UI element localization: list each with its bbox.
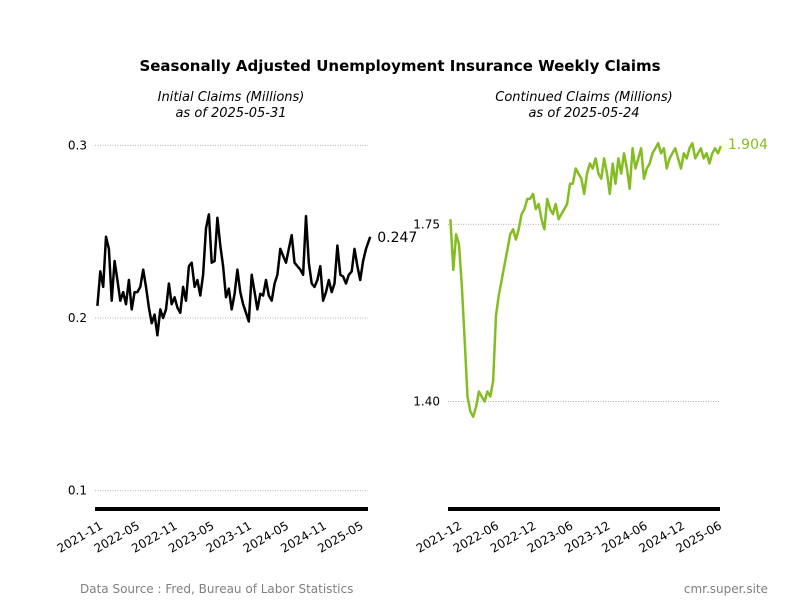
chart-title: Seasonally Adjusted Unemployment Insuran… (139, 57, 661, 75)
initial-claims-ytick-label: 0.2 (68, 311, 87, 325)
initial-claims-series-line (96, 213, 372, 337)
initial-claims-ytick-label: 0.3 (68, 138, 87, 152)
continued-claims-ytick-label: 1.40 (413, 395, 440, 409)
continued-claims-title: Continued Claims (Millions) (495, 90, 673, 105)
initial-claims-subtitle: Initial Claims (Millions) as of 2025-05-… (81, 90, 381, 122)
data-source-note: Data Source : Fred, Bureau of Labor Stat… (80, 582, 354, 596)
initial-claims-end-label: 0.247 (377, 230, 417, 246)
continued-claims-end-label: 1.904 (728, 137, 768, 153)
initial-claims-asof: as of 2025-05-31 (175, 106, 287, 121)
initial-claims-title: Initial Claims (Millions) (157, 90, 305, 105)
initial-claims-panel: 0.10.20.32021-112022-052022-112023-05202… (55, 138, 418, 555)
continued-claims-panel: 1.401.752021-122022-062022-122023-062023… (413, 137, 768, 555)
site-credit: cmr.super.site (683, 582, 768, 596)
continued-claims-asof: as of 2025-05-24 (528, 106, 640, 121)
continued-claims-ytick-label: 1.75 (413, 217, 440, 231)
continued-claims-subtitle: Continued Claims (Millions) as of 2025-0… (434, 90, 734, 122)
continued-claims-series-line (449, 141, 722, 419)
initial-claims-ytick-label: 0.1 (68, 484, 87, 498)
